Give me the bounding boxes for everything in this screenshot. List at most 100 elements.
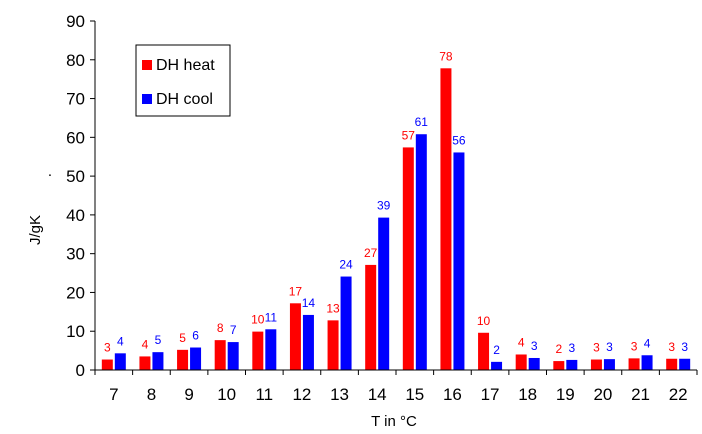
y-tick-label: 20 [66, 283, 85, 302]
bar-dh-heat [327, 320, 339, 370]
y-axis-label-mark: . [48, 163, 52, 180]
legend: DH heat DH cool [135, 44, 231, 117]
bar-dh-cool [265, 329, 277, 370]
data-label-dh-cool: 61 [415, 115, 429, 129]
data-label-dh-cool: 39 [377, 199, 391, 213]
data-label-dh-cool: 3 [568, 341, 575, 355]
data-label-dh-heat: 4 [142, 337, 149, 351]
y-axis-label: J/gK [27, 215, 44, 245]
data-label-dh-heat: 3 [104, 341, 111, 355]
x-tick-label: 10 [217, 385, 236, 404]
bar-dh-heat [289, 303, 301, 370]
y-tick-label: 50 [66, 167, 85, 186]
x-tick-label: 19 [556, 385, 575, 404]
x-tick-label: 17 [481, 385, 500, 404]
data-label-dh-cool: 56 [452, 133, 466, 147]
data-label-dh-cool: 4 [117, 334, 124, 348]
y-tick-label: 40 [66, 206, 85, 225]
bar-dh-cool [152, 352, 164, 370]
data-label-dh-heat: 3 [668, 340, 675, 354]
legend-swatch-dh-cool [142, 94, 152, 104]
bar-dh-cool [378, 217, 390, 370]
data-label-dh-heat: 3 [631, 339, 638, 353]
x-tick-label: 8 [147, 385, 156, 404]
bar-dh-heat [666, 358, 678, 370]
bar-dh-heat [590, 359, 602, 370]
data-label-dh-heat: 4 [518, 335, 525, 349]
x-tick-label: 20 [593, 385, 612, 404]
bar-dh-cool [566, 359, 578, 370]
data-label-dh-cool: 3 [681, 340, 688, 354]
data-label-dh-heat: 3 [593, 341, 600, 355]
data-label-dh-heat: 78 [439, 49, 453, 63]
x-tick-label: 13 [330, 385, 349, 404]
data-label-dh-cool: 3 [531, 339, 538, 353]
data-label-dh-heat: 10 [477, 314, 491, 328]
data-label-dh-cool: 3 [606, 340, 613, 354]
bar-dh-heat [440, 68, 452, 370]
legend-label-dh-heat: DH heat [156, 57, 215, 74]
bar-dh-cool [227, 342, 239, 370]
bar-dh-heat [365, 264, 377, 370]
x-tick-label: 16 [443, 385, 462, 404]
data-label-dh-heat: 8 [217, 321, 224, 335]
x-tick-label: 9 [184, 385, 193, 404]
data-label-dh-cool: 24 [339, 258, 353, 272]
data-label-dh-heat: 17 [289, 284, 303, 298]
data-label-dh-cool: 6 [192, 329, 199, 343]
bar-dh-heat [177, 349, 189, 370]
y-tick-label: 80 [66, 51, 85, 70]
legend-label-dh-cool: DH cool [156, 91, 213, 108]
bar-dh-heat [478, 332, 490, 370]
x-tick-label: 21 [631, 385, 650, 404]
legend-swatch-dh-heat [142, 60, 152, 70]
bar-dh-heat [402, 147, 414, 370]
data-label-dh-heat: 13 [326, 301, 340, 315]
data-label-dh-cool: 2 [493, 343, 500, 357]
x-tick-label: 14 [368, 385, 387, 404]
y-tick-label: 70 [66, 90, 85, 109]
data-label-dh-cool: 14 [302, 296, 316, 310]
x-tick-label: 18 [518, 385, 537, 404]
y-tick-label: 30 [66, 245, 85, 264]
data-label-dh-heat: 5 [179, 331, 186, 345]
bar-dh-heat [628, 358, 640, 370]
bar-dh-heat [101, 359, 113, 370]
data-label-dh-cool: 11 [265, 310, 278, 324]
bar-dh-cool [415, 134, 427, 370]
bar-dh-cool [603, 359, 615, 370]
data-label-dh-heat: 10 [251, 313, 265, 327]
bar-dh-heat [252, 331, 264, 370]
bar-dh-heat [515, 354, 527, 370]
bar-dh-cool [641, 355, 653, 370]
data-label-dh-cool: 5 [155, 333, 162, 347]
y-tick-label: 90 [66, 12, 85, 31]
bar-dh-cool [114, 353, 126, 370]
y-tick-label: 60 [66, 128, 85, 147]
bar-dh-heat [139, 356, 151, 370]
bar-dh-cool [528, 357, 540, 370]
legend-box [135, 44, 231, 117]
data-label-dh-cool: 7 [230, 323, 237, 337]
bar-dh-heat [214, 340, 226, 370]
data-label-dh-heat: 27 [364, 246, 378, 260]
x-tick-label: 11 [255, 385, 273, 404]
y-tick-label: 10 [66, 322, 85, 341]
x-tick-label: 7 [109, 385, 118, 404]
bar-dh-cool [453, 152, 465, 370]
bar-dh-cool [679, 358, 691, 370]
x-axis-label: T in °C [371, 413, 417, 430]
data-label-dh-heat: 2 [555, 342, 562, 356]
bar-dh-cool [190, 347, 202, 370]
x-tick-label: 15 [405, 385, 424, 404]
bar-dh-cool [491, 361, 503, 370]
data-label-dh-cool: 4 [644, 336, 651, 350]
bar-dh-cool [302, 314, 314, 370]
data-label-dh-heat: 57 [402, 128, 416, 142]
bar-dh-cool [340, 276, 352, 370]
x-tick-label: 22 [669, 385, 688, 404]
x-tick-label: 12 [292, 385, 311, 404]
bar-dh-heat [553, 361, 565, 370]
y-tick-label: 0 [76, 361, 85, 380]
